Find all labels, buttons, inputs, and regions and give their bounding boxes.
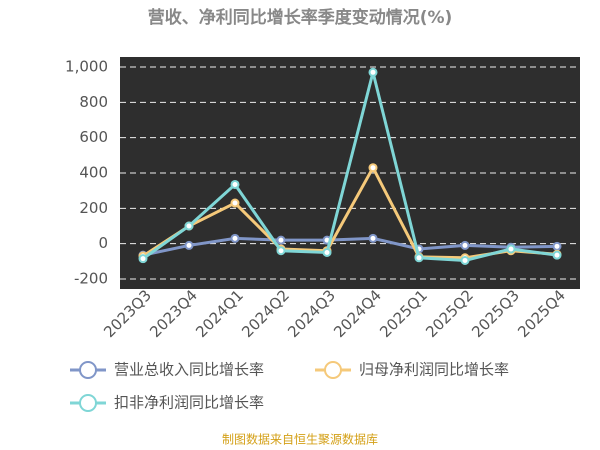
y-tick-label: 1,000	[65, 58, 108, 76]
point	[460, 255, 470, 265]
y-tick-label: 600	[79, 128, 108, 146]
point	[552, 250, 562, 260]
point	[276, 246, 286, 256]
y-tick-label: 0	[98, 234, 108, 252]
x-tick-label: 2024Q2	[238, 286, 293, 341]
x-tick-label: 2025Q3	[468, 286, 523, 341]
x-tick-label: 2023Q4	[146, 286, 201, 341]
legend-label: 归母净利润同比增长率	[359, 361, 509, 379]
point	[506, 244, 516, 254]
x-tick-label: 2025Q4	[514, 286, 569, 341]
point	[230, 179, 240, 189]
point	[184, 221, 194, 231]
series-line	[142, 236, 558, 257]
point	[552, 241, 562, 251]
point	[368, 163, 378, 173]
x-tick-label: 2023Q3	[100, 286, 155, 341]
series-line	[142, 71, 558, 262]
chart-title: 营收、净利同比增长率季度变动情况(%)	[148, 7, 453, 28]
x-tick-label: 2024Q3	[284, 286, 339, 341]
x-tick-label: 2024Q1	[192, 286, 247, 341]
legend-label: 营业总收入同比增长率	[114, 361, 264, 379]
point	[368, 233, 378, 243]
point	[322, 248, 332, 257]
y-tick-label: 800	[79, 93, 108, 111]
y-tick-label: -200	[74, 270, 108, 288]
y-tick-label: 200	[79, 199, 108, 217]
point	[460, 240, 470, 250]
point	[230, 233, 240, 243]
point	[230, 198, 240, 208]
legend-marker	[324, 361, 342, 379]
legend-marker	[79, 361, 97, 379]
point	[276, 235, 286, 245]
point	[138, 254, 148, 264]
point	[414, 253, 424, 263]
source-note: 制图数据来自恒生聚源数据库	[222, 432, 378, 447]
x-tick-label: 2025Q1	[376, 286, 431, 341]
x-tick-label: 2025Q2	[422, 286, 477, 341]
legend-marker	[79, 394, 97, 412]
point	[368, 67, 378, 77]
x-tick-label: 2024Q4	[330, 286, 385, 341]
y-tick-label: 400	[79, 164, 108, 182]
legend-label: 扣非净利润同比增长率	[114, 394, 264, 412]
point	[184, 240, 194, 250]
